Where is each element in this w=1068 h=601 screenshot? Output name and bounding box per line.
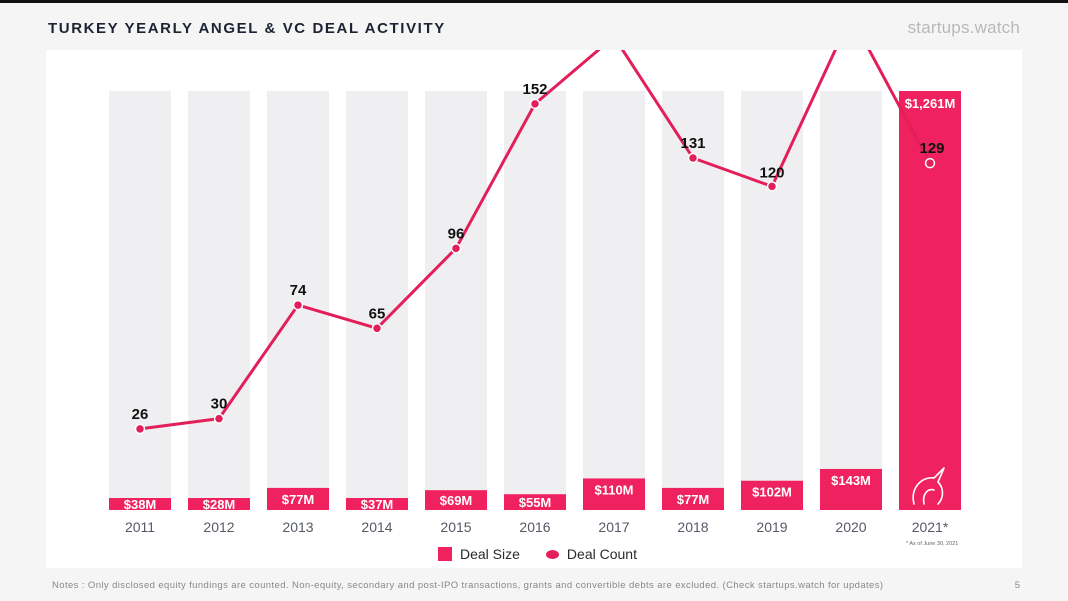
footer-notes: Notes : Only disclosed equity fundings a…: [52, 580, 884, 591]
as-of-footnote: * As of June 30, 2021: [906, 541, 959, 547]
deal-count-label: 152: [522, 81, 547, 98]
year-tick-label: 2015: [440, 519, 471, 535]
deal-count-point: [450, 243, 462, 254]
deal-size-label: $143M: [831, 473, 871, 488]
bar-background: [820, 91, 882, 510]
deal-count-label: 74: [290, 282, 307, 299]
deal-count-point: [213, 413, 225, 424]
legend-label-deal-size: Deal Size: [460, 546, 520, 562]
deal-count-label: 30: [211, 396, 228, 413]
year-tick-label: 2019: [756, 519, 787, 535]
deal-size-bar: [583, 478, 645, 510]
legend-swatch-dot-icon: [545, 549, 559, 559]
deal-count-label: 129: [919, 140, 944, 157]
deal-count-label: 65: [369, 305, 386, 322]
legend-item-deal-count: Deal Count: [545, 546, 637, 562]
bar-background: [188, 91, 250, 510]
deal-count-point: [371, 323, 383, 334]
deal-size-label: $28M: [203, 497, 236, 512]
deal-count-label: 120: [759, 164, 784, 181]
bar-background: [425, 91, 487, 510]
unicorn-icon: [912, 467, 945, 505]
deal-count-label: 26: [132, 406, 149, 423]
page-number: 5: [1014, 580, 1020, 591]
year-tick-label: 2011: [125, 519, 155, 535]
chart-legend: Deal Size Deal Count: [438, 546, 637, 562]
deal-size-label: $110M: [594, 482, 633, 497]
top-border: [0, 0, 1068, 3]
year-tick-label: 2012: [203, 519, 234, 535]
deal-size-bar: [820, 468, 882, 510]
deal-count-point: [687, 152, 699, 164]
deal-count-point: [766, 181, 778, 192]
deal-size-bar: [188, 498, 250, 510]
bar-background: [741, 91, 803, 510]
page-title: TURKEY YEARLY ANGEL & VC DEAL ACTIVITY: [48, 20, 446, 37]
deal-size-bar: [741, 480, 803, 510]
deal-size-bar: [109, 498, 171, 510]
deal-activity-chart: $38M 2011 $28M 2012 $77M 2013 $37M 2014 $69M 2015…: [109, 50, 961, 535]
year-tick-label: 2016: [519, 519, 550, 535]
deal-count-point: [292, 299, 304, 311]
deal-count-label: 96: [448, 225, 465, 242]
legend-item-deal-size: Deal Size: [438, 546, 520, 562]
year-tick-label: 2017: [598, 519, 629, 535]
year-tick-label: 2014: [361, 519, 392, 535]
deal-size-bar: [267, 487, 329, 510]
legend-label-deal-count: Deal Count: [566, 546, 637, 562]
deal-size-bar: [346, 498, 408, 510]
deal-size-bar: [504, 494, 566, 510]
deal-count-point: [924, 157, 936, 169]
deal-size-label: $38M: [124, 497, 157, 512]
deal-count-point: [134, 423, 146, 435]
year-tick-label: 2013: [282, 519, 313, 535]
deal-size-label: $1,261M: [905, 96, 956, 111]
deal-size-label: $55M: [519, 495, 552, 510]
bar-background: [504, 91, 566, 510]
bar-background: [583, 91, 645, 510]
brand-logo-text: startups.watch: [907, 18, 1020, 37]
deal-size-bar: [425, 490, 487, 510]
deal-size-label: $69M: [440, 493, 473, 508]
deal-size-bar: [662, 487, 724, 510]
deal-count-label: 131: [680, 135, 705, 152]
deal-count-point: [529, 98, 541, 110]
chart-card: $38M 2011 $28M 2012 $77M 2013 $37M 2014 $69M 2015…: [46, 50, 1022, 568]
year-tick-label: 2020: [835, 519, 866, 535]
year-tick-label: 2021*: [912, 519, 949, 535]
bar-background: [346, 91, 408, 510]
legend-swatch-square-icon: [438, 547, 452, 561]
deal-size-label: $77M: [677, 492, 710, 507]
deal-size-label: $102M: [752, 485, 792, 500]
bar-background: [109, 91, 171, 510]
year-tick-label: 2018: [677, 519, 708, 535]
deal-size-label: $37M: [361, 497, 394, 512]
deal-size-label: $77M: [282, 492, 315, 507]
